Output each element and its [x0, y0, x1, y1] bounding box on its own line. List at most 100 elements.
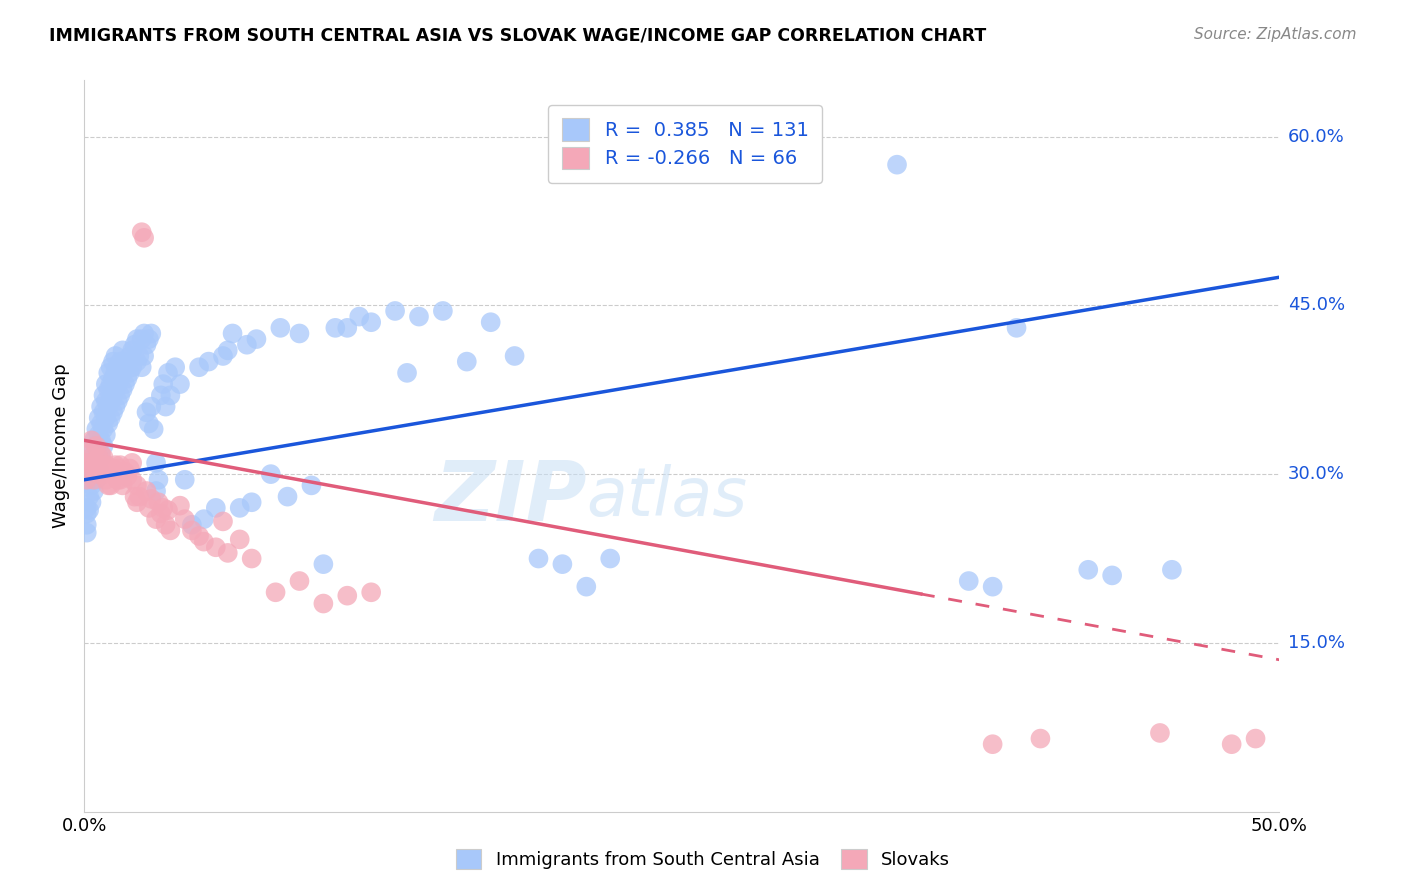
- Point: [125, 495, 148, 509]
- Point: [301, 478, 323, 492]
- Point: [77, 461, 100, 475]
- Point: [76, 507, 98, 521]
- Point: [111, 383, 134, 397]
- Point: [118, 461, 141, 475]
- Point: [141, 326, 163, 341]
- Legend: R =  0.385   N = 131, R = -0.266   N = 66: R = 0.385 N = 131, R = -0.266 N = 66: [548, 104, 823, 183]
- Point: [217, 343, 239, 358]
- Point: [152, 500, 174, 515]
- Point: [100, 394, 122, 409]
- Point: [93, 439, 115, 453]
- Point: [93, 422, 115, 436]
- Point: [124, 490, 146, 504]
- Point: [110, 388, 132, 402]
- Point: [77, 444, 100, 458]
- Point: [104, 349, 127, 363]
- Point: [188, 529, 211, 543]
- Point: [236, 337, 259, 351]
- Point: [83, 450, 105, 465]
- Point: [503, 349, 526, 363]
- Point: [94, 394, 117, 409]
- Point: [77, 490, 100, 504]
- Point: [80, 434, 103, 448]
- Point: [83, 467, 105, 482]
- Point: [97, 478, 120, 492]
- Point: [132, 349, 156, 363]
- Point: [80, 450, 103, 465]
- Point: [128, 490, 150, 504]
- Point: [86, 473, 108, 487]
- Point: [312, 597, 335, 611]
- Point: [312, 557, 335, 571]
- Point: [93, 467, 115, 482]
- Point: [159, 524, 181, 538]
- Point: [104, 383, 127, 397]
- Point: [114, 377, 136, 392]
- Point: [77, 456, 100, 470]
- Text: 60.0%: 60.0%: [1288, 128, 1344, 145]
- Point: [221, 326, 243, 341]
- Point: [93, 450, 115, 465]
- Point: [125, 332, 148, 346]
- Point: [396, 366, 419, 380]
- Point: [142, 422, 165, 436]
- Point: [107, 394, 129, 409]
- Point: [124, 337, 146, 351]
- Point: [408, 310, 430, 324]
- Point: [118, 349, 141, 363]
- Point: [205, 541, 228, 555]
- Point: [212, 515, 235, 529]
- Point: [886, 158, 908, 172]
- Point: [107, 377, 129, 392]
- Point: [152, 377, 174, 392]
- Point: [1077, 563, 1099, 577]
- Point: [188, 360, 211, 375]
- Point: [1005, 321, 1028, 335]
- Point: [131, 360, 153, 375]
- Point: [135, 337, 157, 351]
- Point: [240, 495, 263, 509]
- Point: [1029, 731, 1052, 746]
- Point: [80, 495, 103, 509]
- Point: [97, 464, 120, 478]
- Point: [138, 417, 160, 431]
- Point: [125, 478, 148, 492]
- Point: [181, 517, 204, 532]
- Text: 45.0%: 45.0%: [1288, 296, 1346, 314]
- Point: [121, 456, 143, 470]
- Point: [1244, 731, 1267, 746]
- Point: [111, 343, 134, 358]
- Point: [325, 321, 347, 335]
- Point: [101, 461, 124, 475]
- Point: [181, 524, 204, 538]
- Point: [145, 456, 167, 470]
- Point: [288, 326, 311, 341]
- Point: [157, 366, 180, 380]
- Point: [132, 326, 156, 341]
- Point: [110, 458, 132, 472]
- Point: [94, 377, 117, 392]
- Point: [87, 467, 110, 482]
- Point: [173, 512, 195, 526]
- Point: [101, 388, 124, 402]
- Point: [94, 410, 117, 425]
- Point: [80, 478, 103, 492]
- Point: [128, 349, 150, 363]
- Point: [117, 354, 139, 368]
- Point: [217, 546, 239, 560]
- Point: [76, 500, 98, 515]
- Point: [76, 456, 98, 470]
- Point: [957, 574, 980, 588]
- Point: [87, 410, 110, 425]
- Point: [193, 512, 215, 526]
- Point: [1101, 568, 1123, 582]
- Point: [131, 332, 153, 346]
- Point: [107, 360, 129, 375]
- Point: [148, 495, 170, 509]
- Point: [110, 371, 132, 385]
- Point: [90, 450, 112, 465]
- Point: [360, 315, 382, 329]
- Point: [97, 383, 120, 397]
- Text: 15.0%: 15.0%: [1288, 634, 1344, 652]
- Point: [121, 343, 143, 358]
